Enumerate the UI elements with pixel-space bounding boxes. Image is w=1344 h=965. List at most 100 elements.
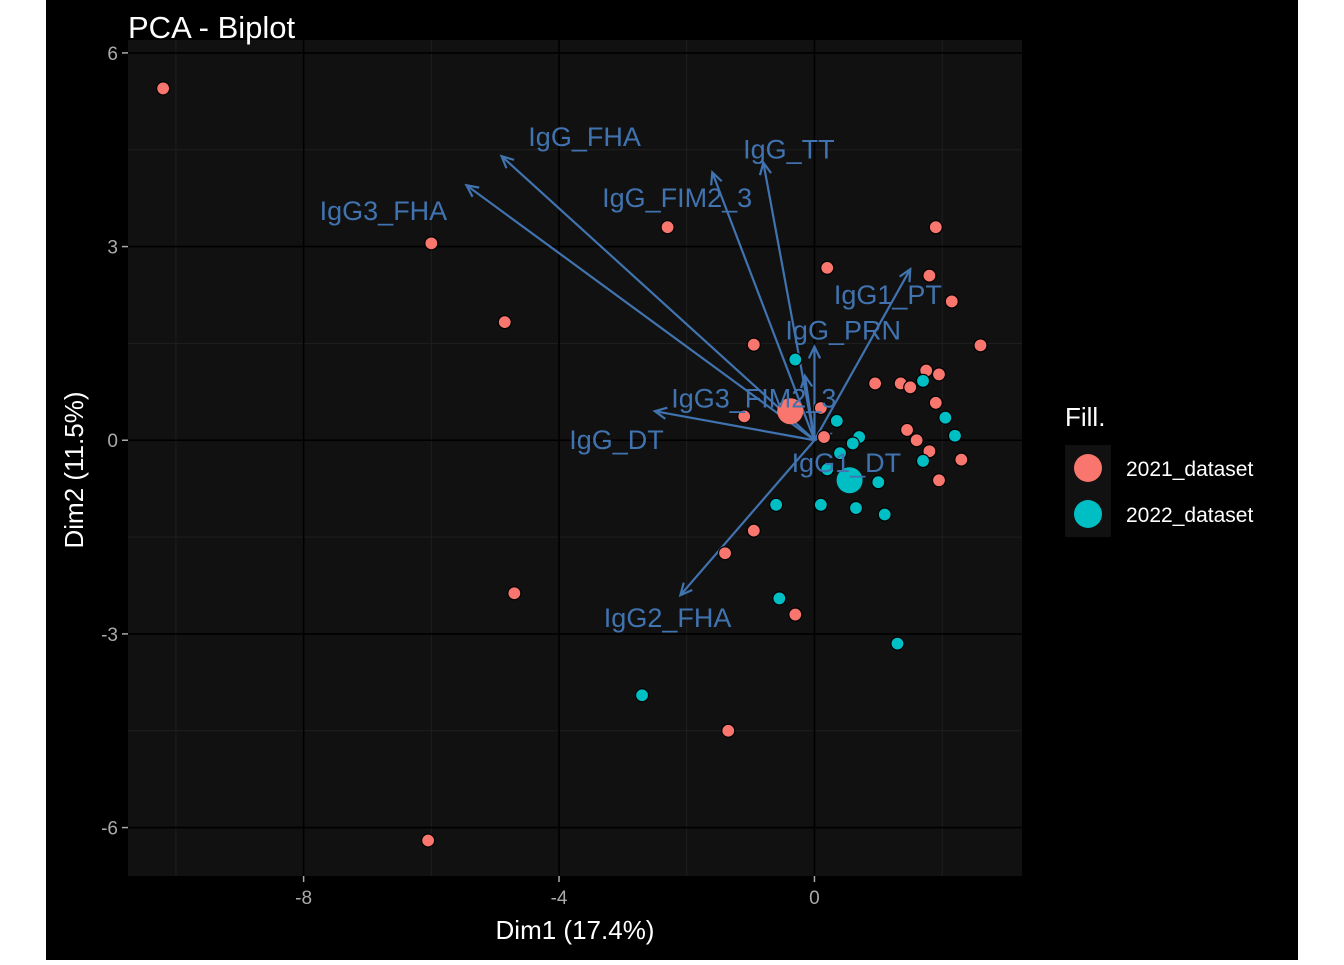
x-tick-label: -4 [551, 888, 568, 909]
point-2021_dataset [421, 833, 436, 848]
x-axis-label: Dim1 (17.4%) [496, 915, 655, 945]
arrowhead-IgG_TT [758, 160, 772, 176]
y-tick-label: 6 [107, 44, 118, 65]
variable-label-IgG1_DT: IgG1_DT [792, 448, 902, 478]
point-2022_dataset [915, 373, 931, 388]
arrow-IgG_DT [654, 410, 815, 442]
legend-label-2022: 2022_dataset [1126, 504, 1253, 527]
arrow-IgG2_FHA [679, 439, 816, 596]
point-2021_dataset [903, 380, 918, 395]
point-2021_dataset [424, 236, 439, 251]
plot-canvas: IgG_FHA IgG3_FHA IgG_FIM2_3 IgG_TT IgG1_PT Ig… [46, 0, 1298, 960]
point-2021_dataset [746, 337, 761, 352]
axes: -8 -4 0 -6 -3 0 3 6 [101, 44, 820, 909]
point-2022_dataset [871, 475, 886, 490]
variable-label-IgG_FIM2_3: IgG_FIM2_3 [602, 183, 752, 213]
point-2021_dataset [973, 338, 988, 353]
point-2021_dataset [497, 315, 512, 330]
chart-title: PCA - Biplot [128, 10, 296, 45]
variable-label-IgG_FHA: IgG_FHA [528, 122, 641, 152]
point-2021_dataset [931, 367, 947, 382]
pca-biplot-chart: IgG_FHA IgG3_FHA IgG_FIM2_3 IgG_TT IgG1_PT Ig… [59, 10, 1253, 945]
centroid-2021_dataset [777, 398, 804, 425]
point-2022_dataset [845, 436, 860, 451]
variable-label-IgG1_PT: IgG1_PT [834, 280, 942, 310]
point-2021_dataset [813, 400, 828, 416]
point-2021_dataset [788, 607, 803, 622]
legend-label-2021: 2021_dataset [1126, 458, 1253, 481]
legend: Fill. 2021_dataset 2022_dataset [1065, 402, 1253, 537]
y-tick-label: -6 [101, 819, 118, 840]
arrow-IgG_FIM2_3 [711, 171, 816, 441]
arrow-IgG1_PT [813, 268, 912, 441]
variable-label-IgG2_FHA: IgG2_FHA [604, 603, 732, 633]
point-2021_dataset [922, 444, 937, 459]
point-2022_dataset [634, 688, 650, 703]
point-2021_dataset [928, 220, 943, 235]
point-2021_dataset [944, 294, 959, 309]
point-2022_dataset [772, 591, 787, 606]
y-tick-label: 3 [107, 238, 118, 259]
arrowhead-IgG_DT [652, 406, 668, 420]
arrow-IgG_FHA [500, 155, 816, 442]
y-axis-label: Dim2 (11.5%) [59, 391, 89, 548]
arrow-IgG3_FIM2_3 [803, 375, 816, 441]
arrowhead-IgG_FIM2_3 [710, 169, 723, 186]
point-2022_dataset [938, 410, 953, 425]
point-2021_dataset [746, 523, 761, 538]
point-2021_dataset [816, 429, 832, 445]
point-2022_dataset [877, 507, 892, 522]
point-2022_dataset [820, 462, 835, 477]
point-2022_dataset [788, 352, 803, 367]
point-2021_dataset [156, 81, 171, 96]
point-2022_dataset [829, 413, 844, 428]
point-2021_dataset [721, 723, 736, 738]
point-2021_dataset [507, 586, 522, 601]
centroid-2022_dataset [836, 467, 863, 494]
point-2022_dataset [890, 636, 905, 651]
point-2022_dataset [915, 453, 931, 469]
point-2021_dataset [909, 433, 924, 448]
variable-label-IgG_PRN: IgG_PRN [785, 316, 901, 346]
point-2021_dataset [820, 260, 835, 275]
variable-label-IgG3_FHA: IgG3_FHA [320, 196, 448, 226]
point-2021_dataset [954, 452, 969, 467]
data-points [156, 81, 988, 848]
y-tick-label: -3 [101, 625, 118, 646]
x-tick-label: -8 [295, 888, 312, 909]
point-2022_dataset [769, 497, 784, 512]
y-tick-label: 0 [107, 431, 118, 452]
arrow-IgG3_FHA [465, 184, 816, 442]
panel-background [128, 40, 1022, 876]
point-2021_dataset [660, 220, 675, 235]
arrowhead-IgG2_FHA [678, 582, 693, 598]
point-2021_dataset [922, 268, 937, 283]
point-2022_dataset [947, 428, 963, 443]
variable-label-IgG_DT: IgG_DT [569, 425, 664, 455]
arrowhead-IgG_FHA [499, 154, 515, 169]
variable-labels: IgG_FHA IgG3_FHA IgG_FIM2_3 IgG_TT IgG1_PT Ig… [320, 122, 942, 633]
grid-lines [128, 40, 1022, 876]
point-2022_dataset [848, 500, 864, 516]
arrowhead-IgG_PRN [807, 344, 822, 359]
point-2022_dataset [813, 497, 828, 512]
legend-key-2021 [1074, 454, 1102, 482]
arrowhead-IgG3_FIM2_3 [799, 373, 814, 389]
arrow-IgG_TT [762, 162, 816, 441]
point-2021_dataset [737, 409, 752, 424]
point-2021_dataset [868, 376, 883, 391]
variable-label-IgG3_FIM2_3: IgG3_FIM2_3 [671, 383, 836, 413]
arrowhead-IgG3_FHA [464, 183, 480, 198]
x-tick-label: 0 [809, 888, 820, 909]
point-2021_dataset [931, 473, 947, 488]
point-2022_dataset [832, 446, 848, 461]
arrowhead-IgG1_PT [898, 266, 912, 283]
legend-key-2022 [1074, 500, 1102, 528]
legend-title: Fill. [1065, 402, 1105, 432]
plot-panel [128, 40, 1022, 876]
variable-arrows [464, 154, 912, 598]
variable-label-IgG_TT: IgG_TT [743, 135, 835, 165]
point-2021_dataset [717, 546, 733, 561]
point-2021_dataset [928, 395, 943, 410]
point-2021_dataset [899, 422, 915, 438]
